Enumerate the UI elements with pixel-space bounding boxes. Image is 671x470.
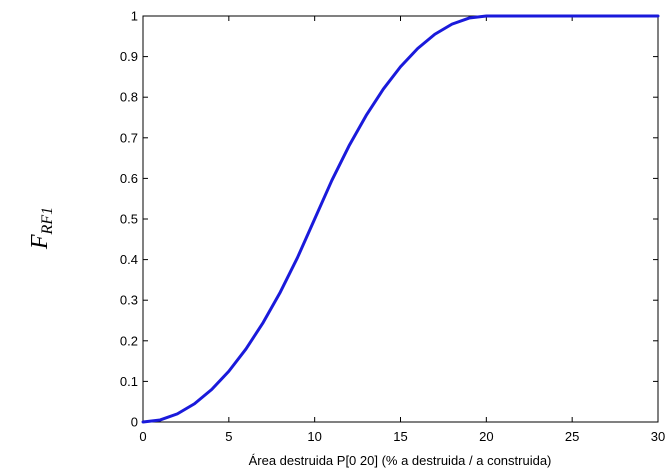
y-tick-label: 1 [131, 9, 138, 24]
y-axis-label-subscript: RF1 [39, 207, 56, 236]
y-tick-label: 0.3 [120, 293, 138, 308]
y-tick-label: 0.7 [120, 130, 138, 145]
y-tick-label: 0 [131, 415, 138, 430]
y-axis-label-main: F [27, 234, 53, 250]
plot-area [142, 15, 659, 423]
y-tick-label: 0.8 [120, 90, 138, 105]
y-tick-label: 0.6 [120, 171, 138, 186]
y-tick-label: 0.9 [120, 49, 138, 64]
series-group [141, 14, 660, 424]
x-tick-label: 15 [393, 429, 407, 444]
y-tick-label: 0.5 [120, 212, 138, 227]
y-ticks: 0 0.1 0.2 0.3 0.4 0.5 0.6 0.7 0.8 0.9 1 [120, 9, 658, 430]
x-tick-label: 30 [651, 429, 665, 444]
y-tick-label: 0.4 [120, 252, 138, 267]
x-axis-label: Área destruida P[0 20] (% a destruida / … [249, 453, 552, 468]
x-tick-label: 20 [479, 429, 493, 444]
svg-text:FRF1: FRF1 [27, 207, 56, 250]
y-tick-label: 0.1 [120, 374, 138, 389]
series-line [141, 14, 660, 424]
y-tick-label: 0.2 [120, 333, 138, 348]
y-axis-label: FRF1 [27, 207, 56, 250]
x-tick-label: 10 [307, 429, 321, 444]
x-ticks: 0 5 10 15 20 25 30 [139, 16, 665, 444]
x-tick-label: 25 [565, 429, 579, 444]
x-tick-label: 0 [139, 429, 146, 444]
x-tick-label: 5 [225, 429, 232, 444]
